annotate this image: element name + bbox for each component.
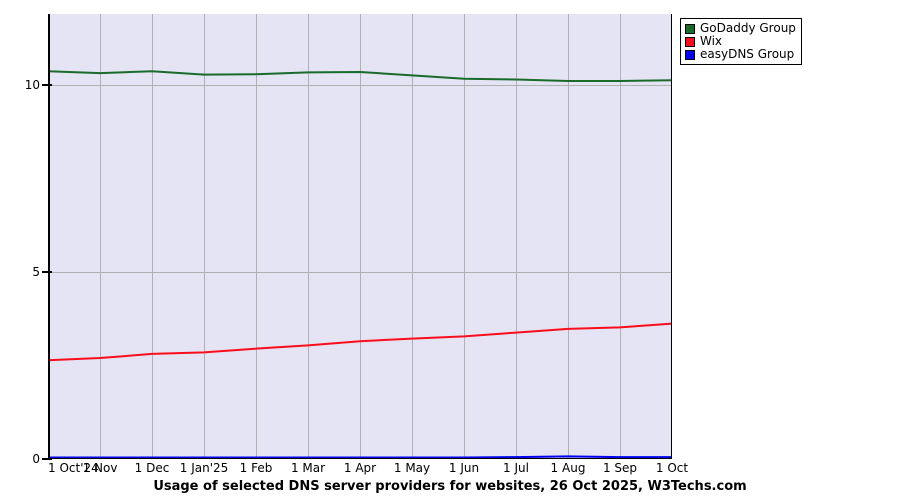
y-tick-mark — [42, 84, 52, 87]
y-axis-line — [48, 14, 50, 459]
vertical-gridline — [100, 14, 101, 459]
x-tick-label: 1 Jul — [503, 461, 529, 475]
vertical-gridline — [568, 14, 569, 459]
vertical-gridline — [464, 14, 465, 459]
x-tick-label: 1 Oct — [655, 461, 689, 475]
series-line — [48, 324, 672, 361]
x-tick-label: 1 Feb — [239, 461, 273, 475]
plot-area — [48, 14, 672, 459]
x-tick-label: 1 Jan'25 — [179, 461, 229, 475]
vertical-gridline — [412, 14, 413, 459]
x-tick-label: 1 Sep — [602, 461, 638, 475]
y-tick-label: 0 — [32, 452, 40, 466]
legend-color-swatch — [685, 36, 695, 47]
vertical-gridline — [516, 14, 517, 459]
vertical-gridline — [308, 14, 309, 459]
y-tick-mark — [42, 271, 52, 274]
vertical-gridline — [152, 14, 153, 459]
x-tick-label: 1 Apr — [343, 461, 377, 475]
x-tick-label: 1 May — [393, 461, 431, 475]
legend-item: GoDaddy Group — [685, 22, 796, 35]
horizontal-gridline — [48, 85, 672, 87]
vertical-gridline — [360, 14, 361, 459]
chart-caption: Usage of selected DNS server providers f… — [153, 479, 747, 494]
y-tick-label: 5 — [32, 265, 40, 280]
x-tick-label: 1 Nov — [82, 461, 118, 475]
horizontal-gridline — [48, 272, 672, 274]
vertical-gridline — [204, 14, 205, 459]
legend-color-swatch — [685, 23, 695, 34]
y-tick-mark — [42, 458, 52, 460]
legend-label: GoDaddy Group — [700, 21, 796, 35]
x-tick-label: 1 Dec — [134, 461, 170, 475]
y-tick-label: 10 — [24, 78, 40, 93]
x-tick-label: 1 Jun — [448, 461, 480, 475]
chart-legend: GoDaddy Group Wix easyDNS Group — [680, 18, 802, 65]
x-tick-label: 1 Oct'24 — [48, 461, 99, 475]
x-axis-line — [48, 458, 672, 459]
legend-item: easyDNS Group — [685, 48, 796, 61]
plot-right-border — [671, 14, 672, 459]
legend-item: Wix — [685, 35, 796, 48]
x-tick-label: 1 Mar — [290, 461, 326, 475]
x-tick-label: 1 Aug — [550, 461, 586, 475]
vertical-gridline — [620, 14, 621, 459]
legend-label: easyDNS Group — [700, 47, 795, 61]
series-line — [48, 456, 672, 457]
y-axis: 0 5 10 — [0, 14, 40, 466]
series-line — [48, 71, 672, 81]
vertical-gridline — [256, 14, 257, 459]
legend-color-swatch — [685, 49, 695, 60]
x-axis: 1 Oct'24 1 Nov 1 Dec 1 Jan'25 1 Feb 1 Mar 1 Ap… — [0, 461, 900, 477]
legend-label: Wix — [700, 34, 723, 48]
series-lines — [48, 14, 672, 459]
